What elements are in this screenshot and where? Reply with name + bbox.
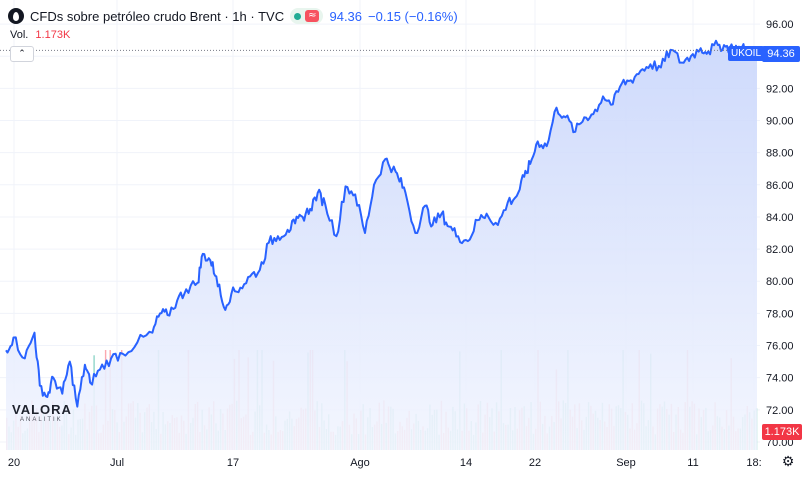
waves-icon: ≈ [305,10,320,22]
market-open-dot-icon [294,12,302,20]
price-axis[interactable]: 70.0072.0074.0076.0078.0080.0082.0084.00… [766,19,794,449]
watermark-sub: ANALITIK [20,417,63,423]
price-change: −0.15 (−0.16%) [368,8,458,24]
x-tick-label: Jul [110,457,124,469]
time-axis[interactable]: 20 Jul 17 Ago 14 22 Sep 11 18: [8,457,762,469]
settings-gear-icon[interactable]: ⚙ [781,454,795,470]
y-tick-label: 88.00 [766,148,794,160]
x-tick-label: 11 [687,457,698,469]
market-status-badge[interactable]: ≈ [290,8,324,24]
x-tick-label: 14 [460,457,472,469]
volume-value: 1.173K [35,29,71,41]
symbol-title[interactable]: CFDs sobre petróleo crudo Brent · 1h · T… [30,8,285,24]
x-tick-label: Sep [616,457,636,469]
y-tick-label: 76.00 [766,341,794,353]
y-tick-label: 92.00 [766,83,794,95]
symbol-tag: UKOIL [728,46,765,61]
x-tick-label: 18: [746,457,761,469]
y-tick-label: 80.00 [766,276,794,288]
price-line [5,39,758,408]
last-price: 94.36 [329,8,363,24]
y-tick-label: 72.00 [766,405,794,417]
valora-watermark-logo: VALORA ANALITIK [12,402,72,423]
brent-oil-logo-icon [8,8,24,24]
x-tick-label: 17 [227,457,239,469]
volume-label: Vol. [10,29,29,41]
collapse-legend-button[interactable]: ⌃ [10,46,34,62]
y-tick-label: 90.00 [766,116,794,128]
y-tick-label: 96.00 [766,19,794,31]
volume-legend: Vol. 1.173K [10,29,70,41]
x-tick-label: Ago [350,457,370,469]
volume-axis-label: 1.173K [762,424,802,440]
price-axis-label: 94.36 [762,46,800,62]
y-tick-label: 78.00 [766,308,794,320]
y-tick-label: 74.00 [766,373,794,385]
y-tick-label: 84.00 [766,212,794,224]
watermark-brand: VALORA [12,402,72,417]
x-tick-label: 22 [529,457,541,469]
chart-legend: CFDs sobre petróleo crudo Brent · 1h · T… [8,6,458,26]
x-tick-label: 20 [8,457,20,469]
price-area [6,40,757,451]
y-tick-label: 86.00 [766,180,794,192]
y-tick-label: 82.00 [766,244,794,256]
chevron-up-icon: ⌃ [18,49,26,59]
